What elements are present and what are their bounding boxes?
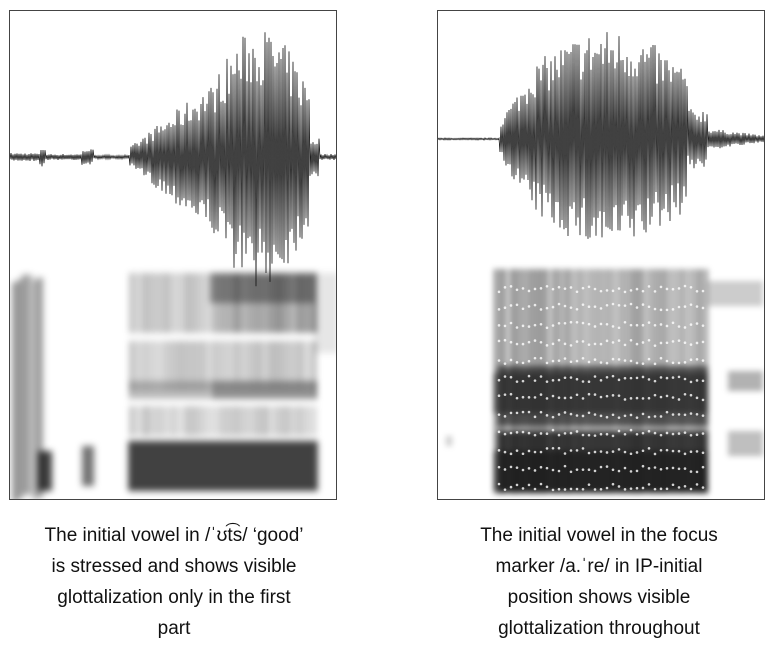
left-caption: The initial vowel in /ˈʊt͡s/ ‘good’ is s…: [0, 520, 354, 644]
left-caption-line-4: part: [0, 613, 354, 644]
right-spectrogram: [446, 269, 763, 494]
right-panel-graphics: [438, 11, 765, 500]
left-caption-line-2: is stressed and shows visible: [0, 551, 354, 582]
left-spectrogram: [12, 273, 337, 500]
left-caption-line-3: glottalization only in the first: [0, 582, 354, 613]
left-waveform: [10, 32, 337, 286]
right-caption: The initial vowel in the focus marker /a…: [419, 520, 773, 644]
right-caption-line-4: glottalization throughout: [419, 613, 773, 644]
left-panel-graphics: [10, 11, 337, 500]
right-acoustic-panel: [437, 10, 765, 500]
right-waveform: [438, 32, 765, 239]
right-caption-line-1: The initial vowel in the focus: [419, 520, 773, 551]
left-acoustic-panel: [9, 10, 337, 500]
left-caption-line-1: The initial vowel in /ˈʊt͡s/ ‘good’: [0, 520, 354, 551]
right-caption-line-3: position shows visible: [419, 582, 773, 613]
right-caption-line-2: marker /a.ˈre/ in IP-initial: [419, 551, 773, 582]
